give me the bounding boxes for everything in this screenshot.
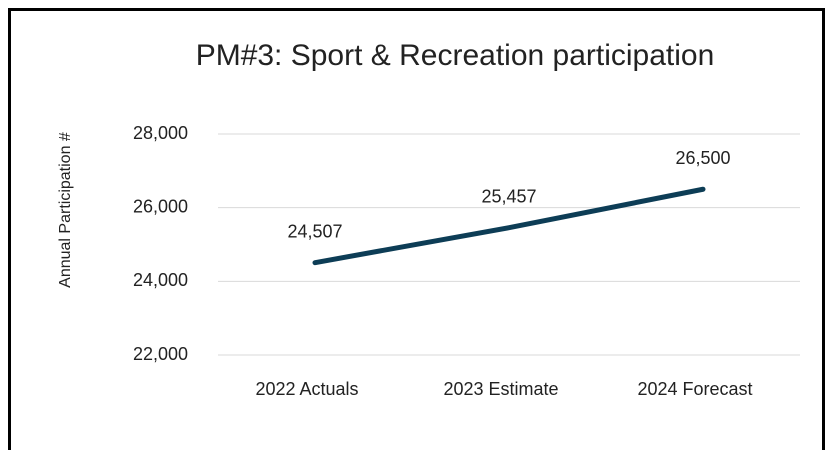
chart-title: PM#3: Sport & Recreation participation [196,39,715,72]
y-tick-label: 28,000 [133,123,188,143]
data-label: 26,500 [675,148,730,168]
y-tick-label: 22,000 [133,344,188,364]
y-tick-label: 24,000 [133,270,188,290]
data-label: 24,507 [287,221,342,241]
x-tick-label: 2024 Forecast [637,379,752,399]
x-tick-label: 2023 Estimate [443,379,558,399]
y-axis-title: Annual Participation # [57,132,74,288]
y-tick-label: 26,000 [133,196,188,216]
x-tick-label: 2022 Actuals [255,379,358,399]
chart-frame [8,8,825,450]
series-line [312,186,706,266]
data-label: 25,457 [481,186,536,206]
